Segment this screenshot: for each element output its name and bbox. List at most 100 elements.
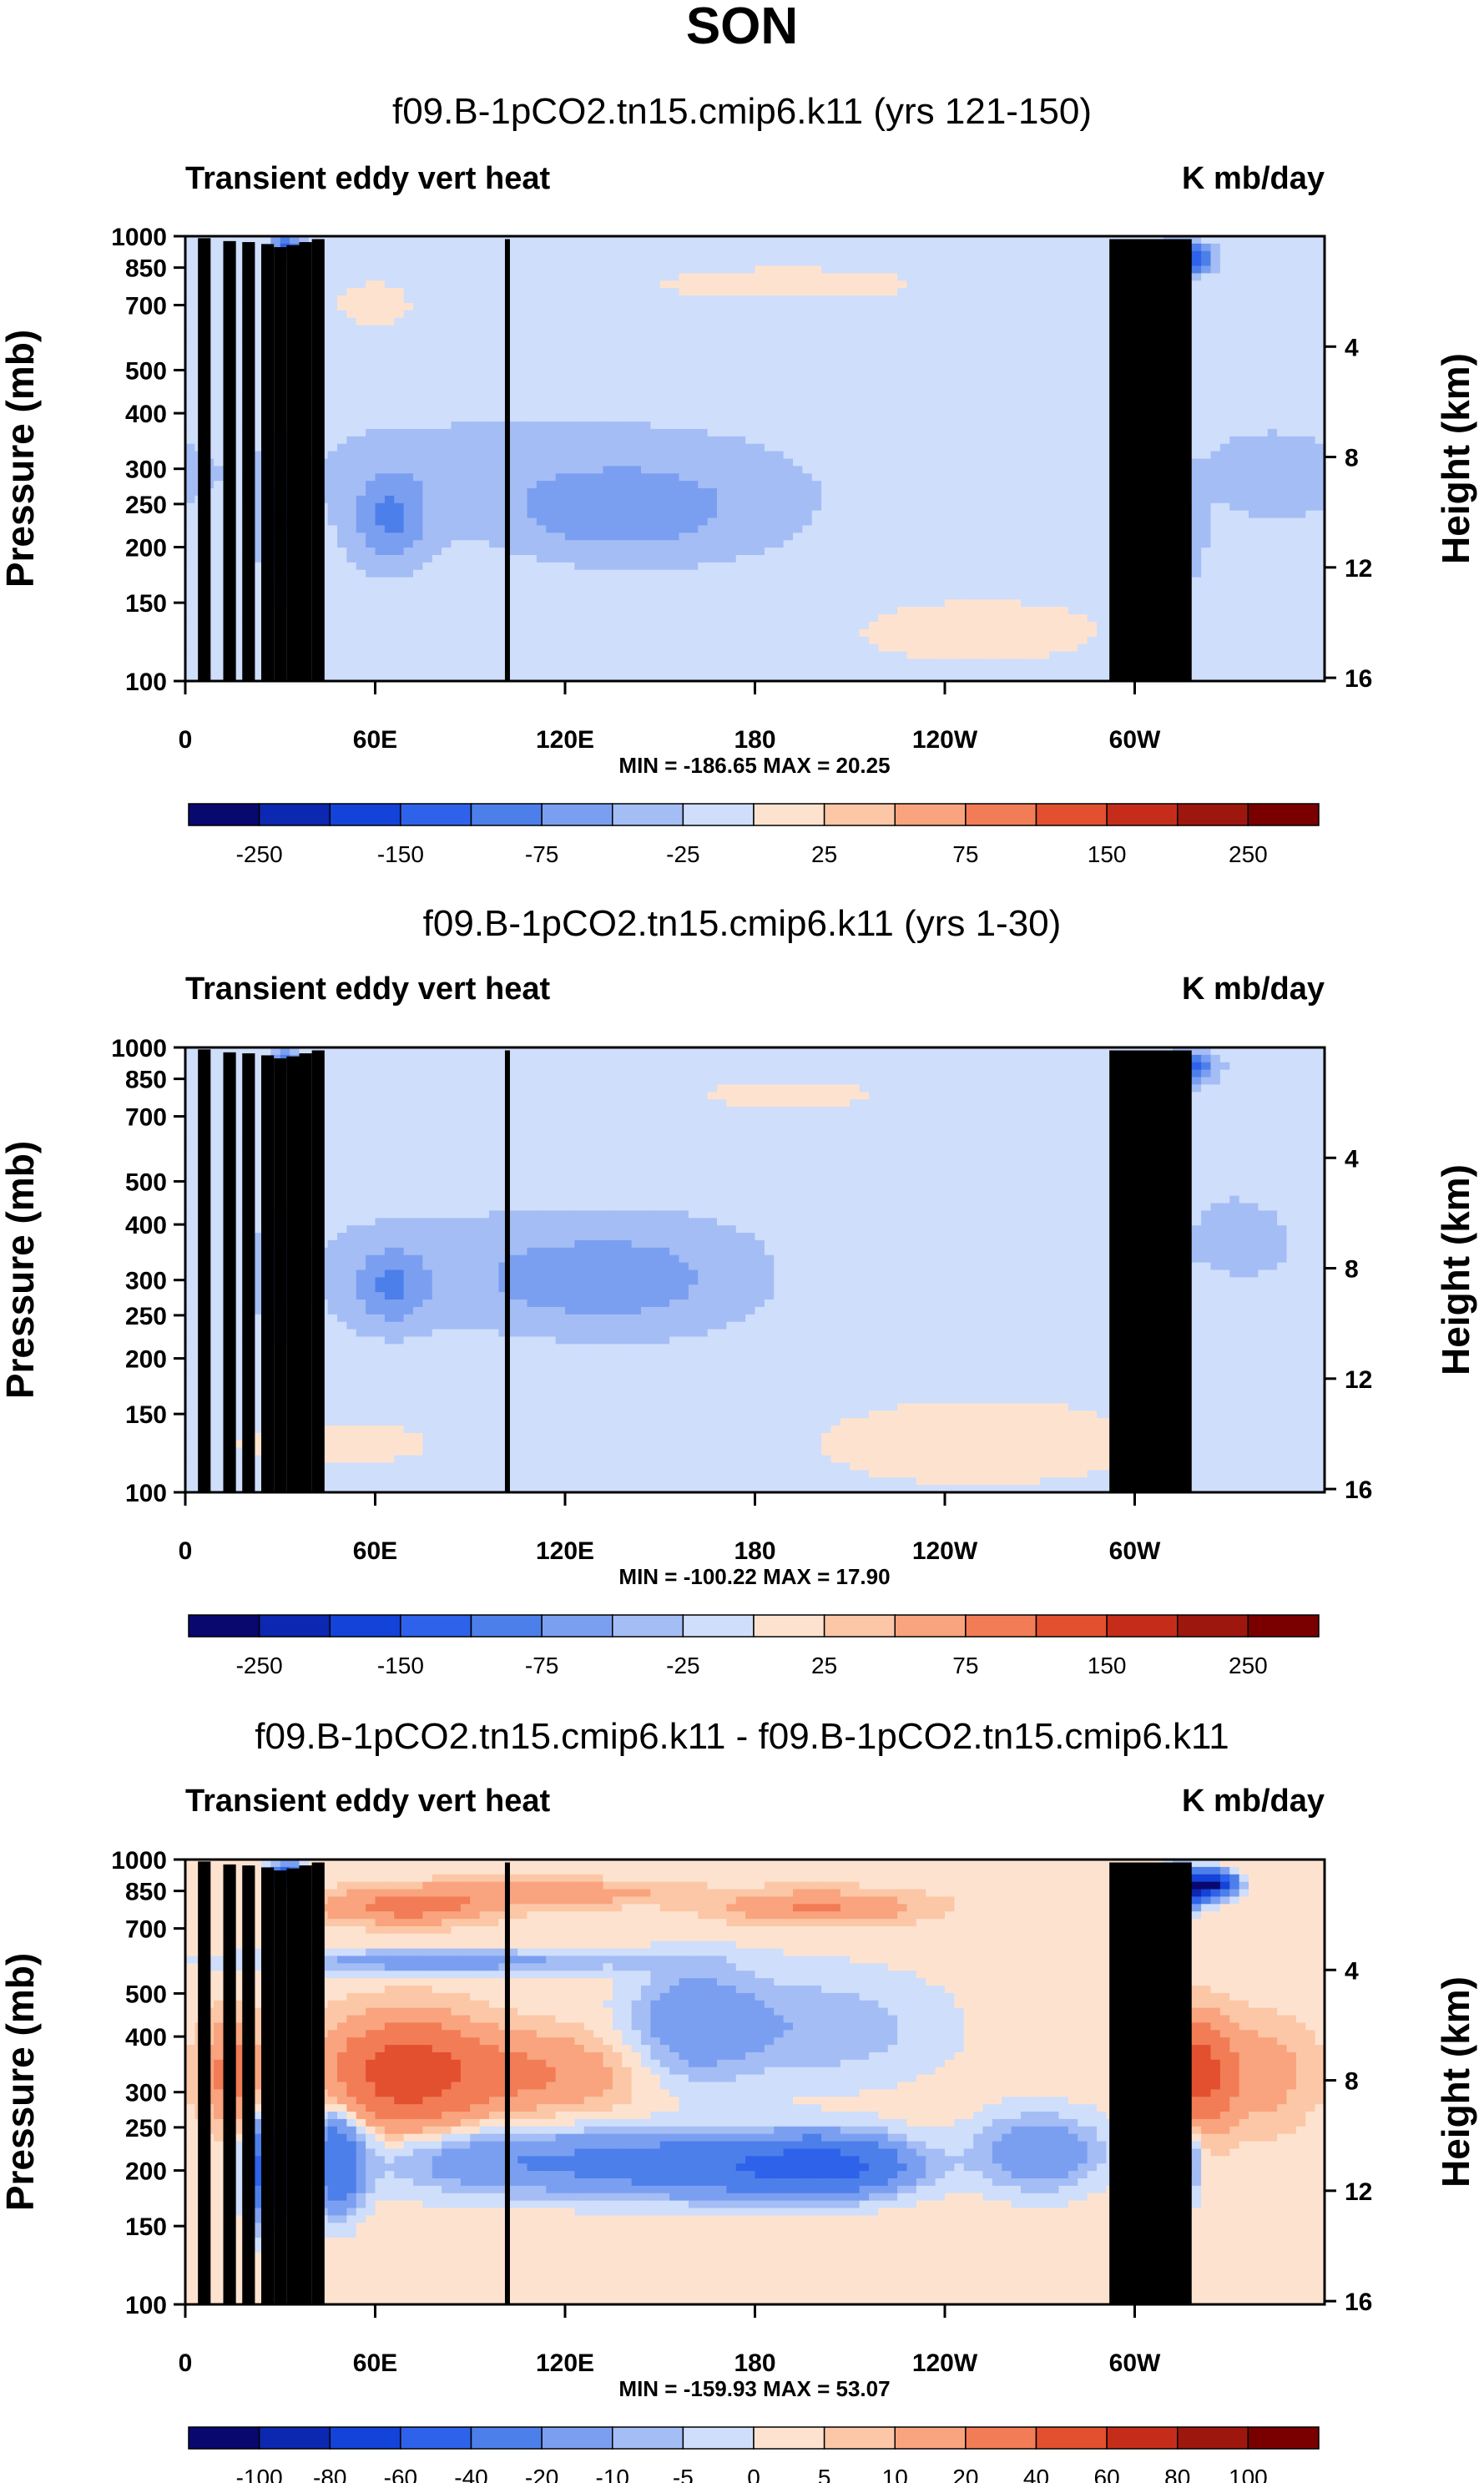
- field-cell: [945, 332, 955, 341]
- field-cell: [1002, 325, 1012, 334]
- field-cell: [659, 451, 670, 460]
- field-cell: [214, 258, 225, 267]
- field-cell: [982, 243, 993, 252]
- field-cell: [394, 406, 405, 415]
- field-cell: [337, 332, 347, 341]
- field-cell: [679, 332, 689, 341]
- field-cell: [735, 466, 746, 474]
- field-cell: [356, 317, 366, 326]
- field-cell: [755, 517, 765, 527]
- field-cell: [536, 310, 547, 319]
- field-cell: [764, 325, 775, 334]
- field-cell: [669, 376, 680, 386]
- field-cell: [507, 488, 518, 497]
- field-cell: [707, 406, 718, 415]
- field-cell: [1068, 391, 1078, 401]
- field-cell: [479, 273, 490, 281]
- field-cell: [840, 466, 851, 474]
- field-cell: [650, 414, 661, 422]
- field-cell: [1011, 458, 1022, 467]
- field-cell: [973, 525, 984, 533]
- field-cell: [897, 421, 908, 430]
- field-cell: [375, 347, 386, 356]
- field-cell: [650, 265, 661, 275]
- field-cell: [1021, 355, 1031, 363]
- field-cell: [982, 517, 993, 527]
- field-cell: [869, 443, 879, 452]
- field-cell: [185, 473, 195, 482]
- field-cell: [1068, 369, 1078, 378]
- field-cell: [717, 273, 727, 281]
- field-cell: [346, 495, 357, 504]
- field-cell: [1191, 273, 1202, 281]
- field-cell: [214, 288, 225, 296]
- field-cell: [403, 406, 414, 415]
- field-cell: [1258, 265, 1269, 275]
- field-cell: [1210, 532, 1221, 541]
- field-cell: [536, 399, 547, 407]
- field-cell: [251, 495, 262, 504]
- field-cell: [802, 421, 813, 430]
- field-cell: [802, 332, 813, 341]
- field-cell: [442, 540, 452, 548]
- field-cell: [707, 340, 718, 348]
- field-cell: [963, 466, 974, 474]
- field-cell: [565, 325, 575, 334]
- field-cell: [185, 288, 195, 296]
- field-cell: [214, 473, 225, 482]
- field-cell: [1002, 451, 1012, 460]
- field-cell: [963, 517, 974, 527]
- field-cell: [337, 399, 347, 407]
- field-cell: [232, 325, 243, 334]
- field-cell: [802, 295, 813, 304]
- field-cell: [536, 517, 547, 527]
- field-cell: [811, 406, 822, 415]
- field-cell: [517, 399, 528, 407]
- field-cell: [232, 495, 243, 504]
- field-cell: [887, 280, 898, 289]
- field-cell: [735, 510, 746, 519]
- field-cell: [1249, 517, 1259, 527]
- field-cell: [442, 295, 452, 304]
- field-cell: [337, 473, 347, 482]
- field-cell: [745, 302, 756, 311]
- field-cell: [565, 310, 575, 319]
- field-cell: [536, 355, 547, 363]
- field-cell: [1097, 302, 1107, 311]
- field-cell: [755, 488, 765, 497]
- field-cell: [679, 525, 689, 533]
- field-cell: [992, 347, 1002, 356]
- field-cell: [413, 265, 423, 275]
- field-cell: [593, 443, 604, 452]
- field-cell: [793, 495, 803, 504]
- field-cell: [498, 414, 509, 422]
- field-cell: [811, 288, 822, 296]
- field-cell: [1286, 340, 1297, 348]
- field-cell: [897, 451, 908, 460]
- field-cell: [536, 414, 547, 422]
- field-cell: [973, 510, 984, 519]
- field-cell: [527, 414, 538, 422]
- field-cell: [413, 421, 423, 430]
- field-cell: [1286, 525, 1297, 533]
- field-cell: [214, 436, 225, 445]
- field-cell: [887, 288, 898, 296]
- field-cell: [982, 532, 993, 541]
- field-cell: [1097, 436, 1107, 445]
- field-cell: [1229, 451, 1240, 460]
- field-cell: [1002, 302, 1012, 311]
- field-cell: [498, 443, 509, 452]
- field-cell: [954, 495, 965, 504]
- field-cell: [811, 250, 822, 260]
- field-cell: [622, 243, 633, 252]
- field-cell: [517, 502, 528, 512]
- field-cell: [583, 525, 594, 533]
- field-cell: [774, 310, 785, 319]
- field-cell: [1002, 332, 1012, 341]
- field-cell: [1191, 243, 1202, 252]
- field-cell: [546, 369, 557, 378]
- field-cell: [622, 540, 633, 548]
- field-cell: [774, 250, 785, 260]
- field-cell: [555, 355, 566, 363]
- field-cell: [1049, 258, 1060, 267]
